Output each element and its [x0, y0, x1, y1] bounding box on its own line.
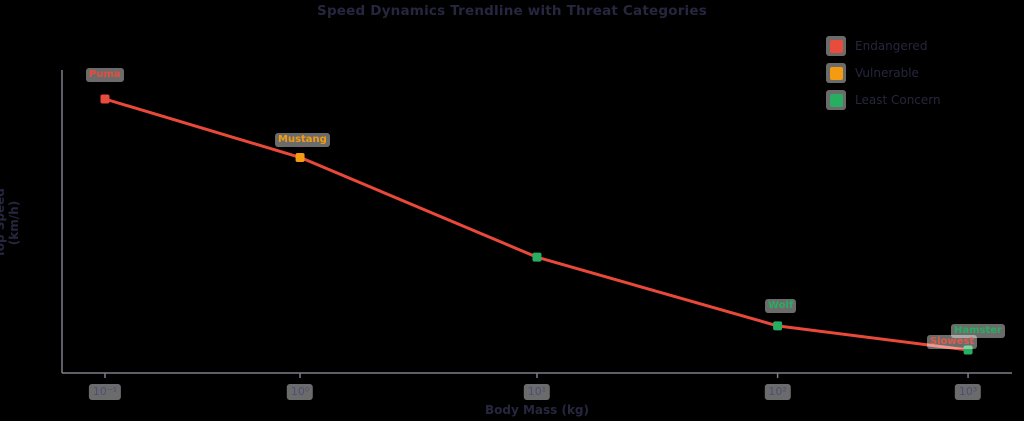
x-tick-label: 10² [764, 384, 791, 400]
chart-title: Speed Dynamics Trendline with Threat Cat… [317, 3, 707, 19]
x-tick-label: 10¹ [523, 384, 551, 400]
y-axis-label: Top Speed (km/h) [0, 188, 21, 258]
point-annotation: Mustang [275, 133, 330, 147]
legend-swatch-icon [829, 93, 843, 107]
legend-swatch-box [826, 63, 846, 83]
legend-swatch-box [826, 90, 846, 110]
legend-swatch-icon [829, 66, 843, 80]
point-annotation: Wolf [765, 299, 797, 313]
legend-entry: Least Concern [826, 90, 941, 110]
point-annotation: Puma [86, 68, 124, 82]
point-annotation: Hamster [951, 324, 1005, 338]
data-point-marker [532, 252, 542, 262]
legend-entry: Vulnerable [826, 63, 941, 83]
legend-label: Least Concern [855, 93, 941, 107]
trendline [103, 97, 970, 352]
data-point-marker [295, 152, 305, 162]
point-annotation: Slowest [927, 335, 978, 349]
x-axis-label: Body Mass (kg) [484, 403, 590, 417]
data-point-marker [773, 321, 783, 331]
legend: Endangered Vulnerable Least Concern [826, 36, 941, 117]
x-tick-label: 10⁰ [286, 384, 314, 400]
legend-label: Vulnerable [855, 66, 919, 80]
legend-swatch-box [826, 36, 846, 56]
legend-label: Endangered [855, 39, 928, 53]
x-tick-label: 10⁻¹ [88, 384, 122, 400]
legend-entry: Endangered [826, 36, 941, 56]
legend-swatch-icon [829, 39, 843, 53]
data-point-marker [963, 345, 973, 355]
data-point-marker [100, 94, 110, 104]
x-tick-label: 10³ [954, 384, 982, 400]
